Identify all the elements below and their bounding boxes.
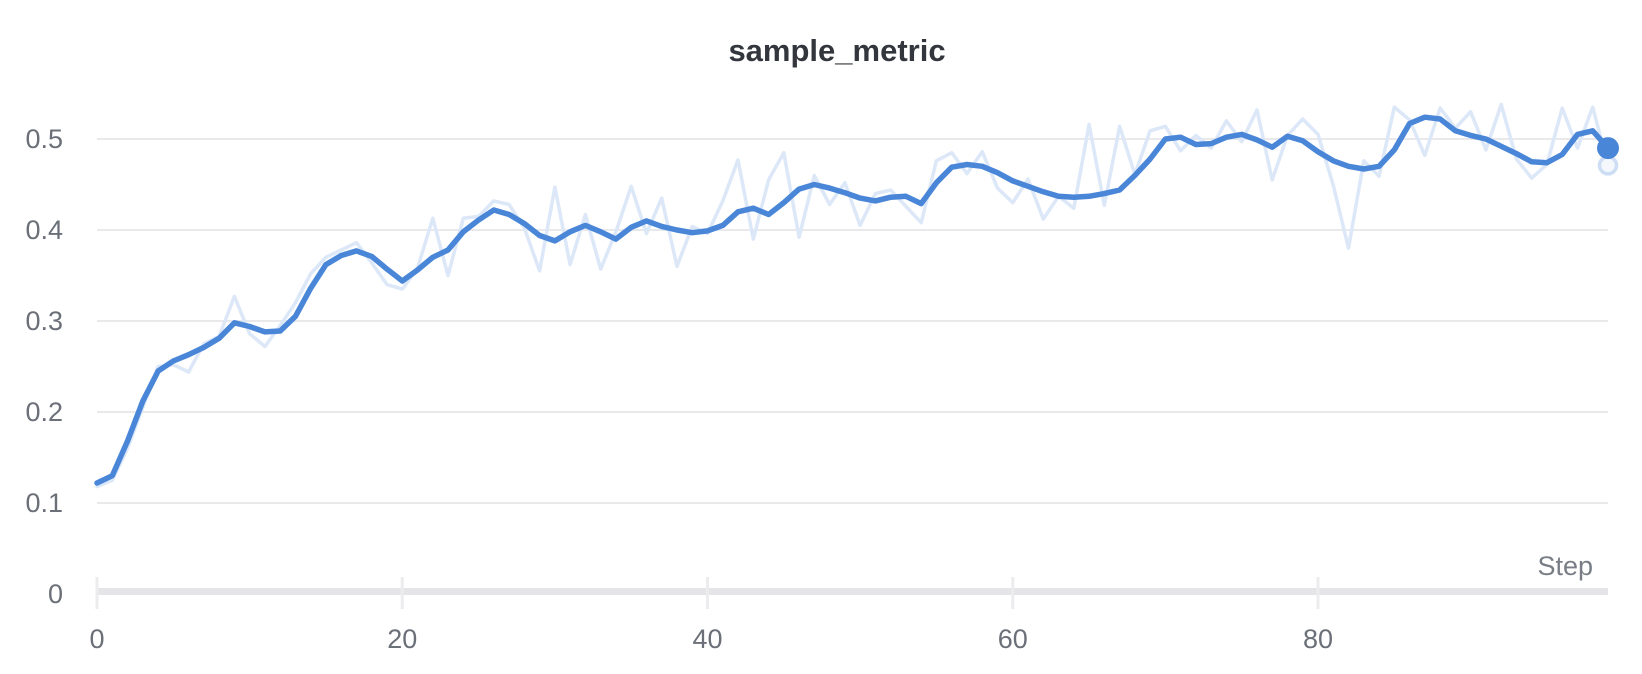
y-tick-label: 0.1 xyxy=(25,488,63,518)
smoothed-line xyxy=(94,114,1611,486)
smoothed-endpoint-marker xyxy=(1597,137,1619,160)
y-tick-label: 0.4 xyxy=(25,215,63,245)
x-tick-label: 0 xyxy=(89,624,105,654)
x-axis-label: Step xyxy=(1537,551,1593,581)
x-tick-label: 60 xyxy=(997,624,1028,654)
x-tick-label: 40 xyxy=(692,624,723,654)
y-tick-label: 0.2 xyxy=(25,397,63,427)
raw-line xyxy=(95,102,1610,489)
x-tick-label: 80 xyxy=(1302,624,1334,654)
y-tick-label: 0.5 xyxy=(25,124,63,154)
x-axis-line xyxy=(97,588,1608,595)
raw-endpoint-marker xyxy=(1597,155,1619,176)
x-tick-label: 20 xyxy=(387,624,418,654)
y-tick-label: 0.3 xyxy=(25,306,63,336)
y-tick-label: 0 xyxy=(47,579,63,609)
chart-title: sample_metric xyxy=(728,33,946,68)
